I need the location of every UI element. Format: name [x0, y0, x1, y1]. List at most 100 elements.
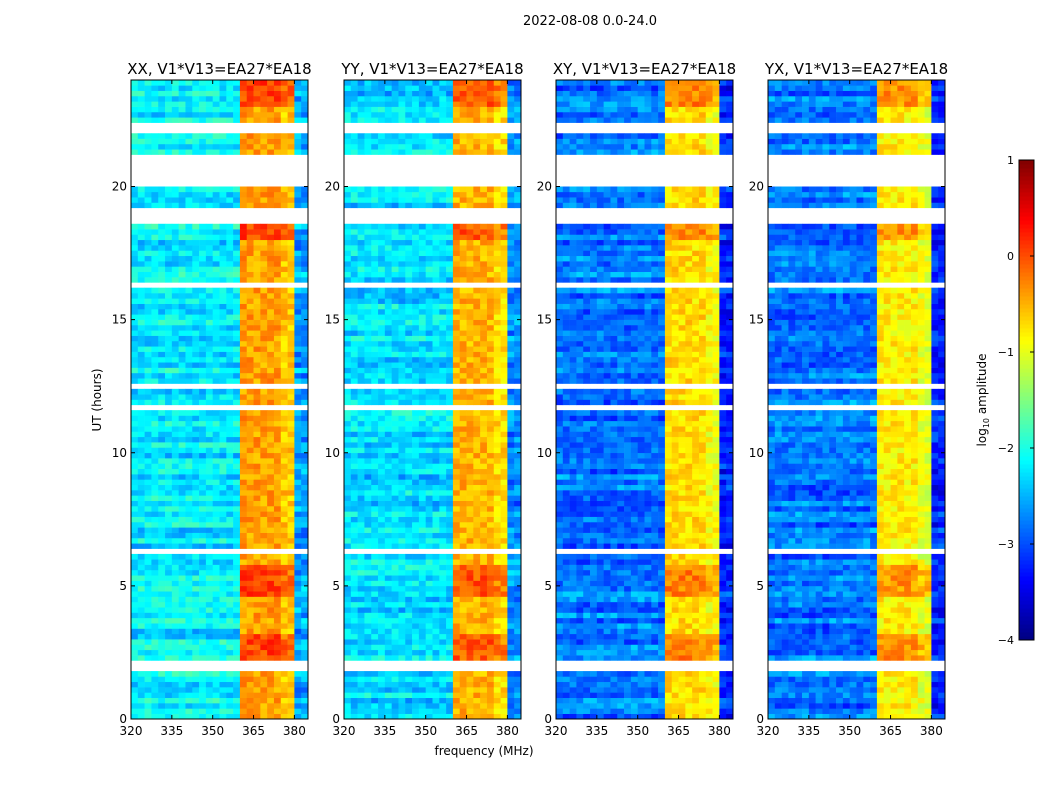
heatmap-cell [398, 351, 406, 358]
heatmap-cell [165, 101, 173, 107]
heatmap-cell [514, 628, 522, 635]
heatmap-cell [357, 532, 365, 539]
heatmap-cell [459, 415, 467, 422]
heatmap-cell [446, 596, 454, 603]
heatmap-cell [432, 293, 440, 299]
heatmap-cell [378, 261, 386, 267]
heatmap-cell [178, 330, 186, 336]
heatmap-cell [294, 330, 302, 336]
heatmap-cell [280, 271, 288, 278]
heatmap-cell [486, 410, 495, 416]
heatmap-cell [432, 612, 440, 619]
heatmap-cell [273, 559, 282, 565]
heatmap-cell [280, 106, 288, 113]
heatmap-cell [273, 415, 282, 422]
heatmap-cell [212, 495, 220, 501]
heatmap-cell [239, 399, 248, 406]
heatmap-cell [287, 298, 295, 304]
heatmap-cell [165, 591, 173, 597]
heatmap-cell [446, 271, 454, 278]
heatmap-cell [144, 506, 152, 512]
heatmap-cell [412, 229, 420, 235]
heatmap-cell [500, 458, 508, 464]
heatmap-cell [205, 500, 213, 507]
heatmap-cell [486, 388, 495, 395]
heatmap-cell [144, 442, 152, 448]
heatmap-cell [144, 133, 152, 139]
heatmap-cell [371, 287, 379, 294]
heatmap-cell [273, 143, 282, 150]
heatmap-cell [432, 229, 440, 235]
heatmap-cell [439, 612, 447, 619]
heatmap-cell [219, 298, 227, 304]
heatmap-cell [439, 713, 447, 720]
heatmap-cell [418, 277, 426, 283]
heatmap-cell [486, 250, 495, 257]
heatmap-cell [246, 703, 254, 709]
heatmap-cell [480, 580, 488, 587]
heatmap-cell [239, 500, 248, 507]
heatmap-cell [233, 495, 241, 501]
heatmap-cell [384, 490, 392, 496]
heatmap-cell [185, 601, 193, 608]
heatmap-cell [466, 340, 474, 347]
heatmap-cell [398, 356, 406, 363]
heatmap-cell [418, 372, 426, 379]
heatmap-cell [158, 447, 166, 454]
heatmap-cell [185, 378, 193, 384]
heatmap-cell [439, 463, 447, 470]
heatmap-cell [412, 245, 420, 251]
heatmap-cell [294, 90, 302, 97]
heatmap-cell [178, 447, 186, 454]
heatmap-cell [466, 372, 474, 379]
heatmap-cell [398, 649, 406, 656]
heatmap-cell [165, 495, 173, 501]
heatmap-cell [178, 277, 186, 283]
heatmap-cell [466, 293, 474, 299]
heatmap-cell [493, 628, 501, 635]
heatmap-cell [507, 255, 515, 262]
heatmap-cell [439, 527, 447, 533]
heatmap-cell [178, 101, 186, 107]
heatmap-cell [260, 298, 268, 304]
heatmap-cell [301, 697, 309, 704]
heatmap-cell [500, 490, 508, 496]
heatmap-cell [398, 537, 406, 544]
heatmap-cell [378, 367, 386, 374]
heatmap-cell [205, 229, 213, 235]
heatmap-cell [280, 442, 288, 448]
heatmap-cell [260, 436, 268, 443]
heatmap-cell [459, 479, 467, 486]
heatmap-cell [391, 431, 399, 438]
heatmap-cell [131, 293, 139, 299]
heatmap-cell [137, 500, 145, 507]
heatmap-cell [137, 261, 145, 267]
heatmap-cell [418, 532, 426, 539]
heatmap-cell [398, 692, 406, 699]
heatmap-cell [500, 426, 508, 432]
heatmap-cell [158, 692, 166, 699]
heatmap-cell [260, 601, 268, 608]
heatmap-cell [378, 506, 386, 512]
heatmap-cell [432, 261, 440, 267]
heatmap-cell [267, 633, 275, 640]
heatmap-cell [131, 351, 139, 358]
heatmap-cell [514, 261, 522, 267]
heatmap-cell [412, 415, 420, 422]
heatmap-cell [165, 585, 173, 592]
heatmap-cell [165, 308, 173, 315]
heatmap-cell [432, 484, 440, 491]
heatmap-cell [253, 601, 261, 608]
heatmap-cell [425, 287, 433, 294]
heatmap-cell [391, 314, 399, 320]
heatmap-cell [432, 474, 440, 480]
heatmap-cell [480, 687, 488, 693]
heatmap-cell [212, 596, 220, 603]
heatmap-cell [137, 649, 145, 656]
heatmap-cell [507, 564, 515, 571]
heatmap-cell [205, 564, 213, 571]
heatmap-cell [273, 191, 282, 198]
heatmap-cell [199, 601, 207, 608]
heatmap-cell [260, 234, 268, 241]
heatmap-cell [137, 197, 145, 203]
